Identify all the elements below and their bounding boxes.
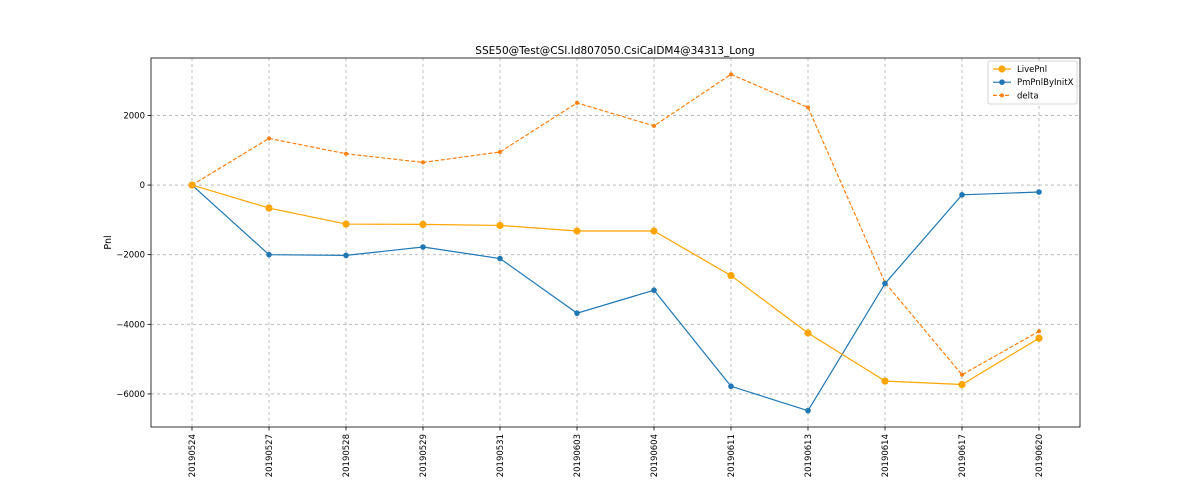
- y-tick-label: 0: [140, 181, 145, 191]
- data-point-delta: [806, 105, 810, 110]
- legend-label-delta: delta: [1017, 91, 1039, 101]
- data-point-LivePnl: [881, 377, 889, 385]
- x-tick-label: 20190604: [650, 434, 660, 477]
- legend-marker-delta: [1000, 93, 1004, 98]
- data-point-LivePnl: [342, 220, 350, 228]
- data-point-LivePnl: [804, 329, 812, 337]
- series-line-LivePnl: [191, 184, 1040, 386]
- data-point-delta: [960, 372, 964, 377]
- data-point-PmPnlByInitX: [882, 280, 888, 287]
- x-tick-label: 20190620: [1035, 434, 1045, 477]
- y-tick-label: −2000: [116, 251, 145, 261]
- x-tick-label: 20190603: [573, 434, 583, 477]
- y-axis-ticks: −6000 −4000 −2000 0 2000: [116, 111, 151, 400]
- data-point-LivePnl: [419, 220, 427, 228]
- data-point-PmPnlByInitX: [651, 287, 657, 293]
- data-point-delta: [344, 151, 348, 156]
- x-tick-label: 20190531: [496, 434, 506, 477]
- data-point-delta: [1037, 329, 1041, 334]
- data-point-LivePnl: [727, 271, 735, 280]
- data-point-PmPnlByInitX: [959, 192, 965, 198]
- data-point-LivePnl: [650, 227, 658, 235]
- data-point-PmPnlByInitX: [728, 383, 734, 390]
- x-tick-label: 20190529: [419, 434, 429, 477]
- legend-marker-LivePnl: [998, 65, 1006, 73]
- y-tick-label: 2000: [123, 111, 145, 121]
- legend: LivePnl PmPnlByInitX delta: [987, 60, 1078, 105]
- legend-label-LivePnl: LivePnl: [1017, 65, 1047, 75]
- data-point-LivePnl: [188, 181, 196, 189]
- legend-box: [987, 60, 1078, 105]
- data-point-PmPnlByInitX: [1036, 189, 1042, 195]
- data-point-delta: [652, 123, 656, 128]
- data-point-delta: [575, 100, 579, 105]
- series-line-PmPnlByInitX: [191, 184, 1040, 412]
- data-point-LivePnl: [573, 227, 581, 235]
- grid-lines: [151, 58, 1080, 427]
- data-point-PmPnlByInitX: [266, 251, 272, 258]
- data-point-PmPnlByInitX: [805, 407, 811, 414]
- data-point-delta: [267, 136, 271, 141]
- x-tick-label: 20190524: [188, 434, 198, 477]
- x-tick-label: 20190611: [727, 434, 737, 477]
- data-point-PmPnlByInitX: [574, 310, 580, 316]
- data-point-PmPnlByInitX: [343, 252, 349, 259]
- data-point-delta: [729, 72, 733, 77]
- series-group: [188, 72, 1043, 414]
- legend-label-PmPnlByInitX: PmPnlByInitX: [1017, 78, 1074, 88]
- data-point-PmPnlByInitX: [497, 255, 503, 262]
- data-point-LivePnl: [1035, 334, 1043, 342]
- y-axis-label: Pnl: [103, 235, 114, 249]
- data-point-LivePnl: [496, 221, 504, 230]
- x-tick-label: 20190617: [958, 434, 968, 477]
- x-tick-label: 20190528: [342, 434, 352, 477]
- data-point-LivePnl: [265, 204, 273, 212]
- data-point-delta: [421, 160, 425, 165]
- series-line-delta: [191, 73, 1040, 376]
- chart-title: SSE50@Test@CSI.Id807050.CsiCalDM4@34313_…: [475, 45, 754, 57]
- x-axis-ticks: 20190524 20190527 20190528 20190529 20190531…: [188, 427, 1045, 477]
- legend-marker-PmPnlByInitX: [999, 79, 1005, 85]
- plot-frame: [150, 57, 1081, 428]
- x-tick-label: 20190614: [881, 434, 891, 477]
- data-point-delta: [498, 149, 502, 154]
- data-point-PmPnlByInitX: [420, 244, 426, 250]
- data-point-LivePnl: [958, 380, 966, 389]
- y-tick-label: −6000: [116, 390, 145, 400]
- x-tick-label: 20190613: [804, 434, 814, 477]
- y-tick-label: −4000: [116, 320, 145, 330]
- x-tick-label: 20190527: [265, 434, 275, 477]
